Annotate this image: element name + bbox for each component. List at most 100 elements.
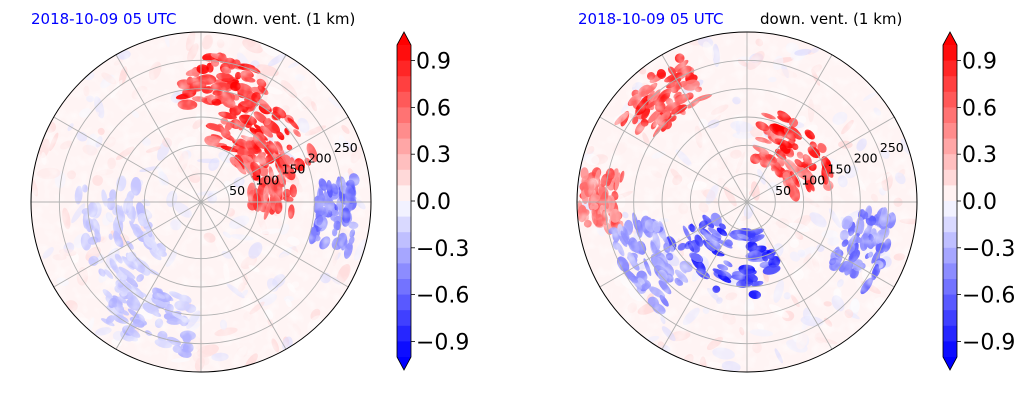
colorbar-band — [397, 185, 411, 202]
radial-tick-label: 250 — [880, 140, 904, 155]
colorbar-band — [943, 138, 957, 155]
azimuth-spoke — [661, 54, 748, 203]
colorbar-band — [397, 294, 411, 311]
colorbar-band — [943, 45, 957, 61]
panel-right-polar-plot — [577, 32, 917, 372]
panel-right-timestamp: 2018-10-09 05 UTC — [578, 10, 724, 28]
panel-right-colorbar: 0.9 0.6 0.3 0.0 −0.3 −0.6 −0.9 — [942, 31, 1015, 371]
panel-right-colorbar-bands — [942, 31, 958, 371]
colorbar-band — [943, 60, 957, 77]
azimuth-spoke — [115, 201, 202, 350]
colorbar-band — [943, 310, 957, 327]
colorbar-frame — [942, 31, 958, 371]
colorbar-band — [943, 279, 957, 295]
colorbar-band — [397, 138, 411, 155]
colorbar-tick-label: −0.9 — [416, 330, 469, 355]
radial-tick-label: 200 — [854, 151, 878, 166]
colorbar-band — [943, 232, 957, 249]
azimuth-spoke — [200, 201, 287, 350]
colorbar-tick-label: −0.3 — [416, 237, 469, 262]
colorbar-band — [397, 91, 411, 108]
colorbar-extend-max — [943, 32, 957, 45]
panel-left-colorbar: 0.9 0.6 0.3 0.0 −0.3 −0.6 −0.9 — [396, 31, 469, 371]
panel-left-timestamp: 2018-10-09 05 UTC — [31, 10, 177, 28]
colorbar-band — [943, 169, 957, 186]
colorbar-band — [943, 154, 957, 171]
azimuth-spoke — [746, 116, 895, 203]
azimuth-spoke — [746, 54, 833, 203]
colorbar-tick-label: 0.6 — [962, 96, 997, 121]
colorbar-band — [943, 76, 957, 93]
colorbar-tick-label: 0.3 — [416, 143, 451, 168]
radial-tick-label: 200 — [308, 151, 332, 166]
colorbar-band — [397, 201, 411, 217]
azimuth-spoke — [599, 201, 748, 288]
azimuth-spoke — [53, 116, 202, 203]
colorbar-band — [943, 325, 957, 342]
colorbar-band — [397, 154, 411, 171]
panel-left-variable-title: down. vent. (1 km) — [213, 10, 355, 28]
panel-right: 2018-10-09 05 UTC down. vent. (1 km) 50 1… — [576, 10, 1015, 373]
colorbar-tick-label: 0.0 — [962, 190, 997, 215]
azimuth-spoke — [599, 116, 748, 203]
colorbar-band — [397, 45, 411, 61]
colorbar-band — [943, 247, 957, 264]
colorbar-tick-label: 0.0 — [416, 190, 451, 215]
colorbar-band — [943, 107, 957, 124]
colorbar-band — [397, 263, 411, 280]
panel-right-colorbar-ticks: 0.9 0.6 0.3 0.0 −0.3 −0.6 −0.9 — [957, 50, 1015, 355]
colorbar-band — [397, 279, 411, 295]
azimuth-spoke — [746, 201, 895, 288]
colorbar-tick-label: 0.3 — [962, 143, 997, 168]
colorbar-extend-max — [397, 32, 411, 45]
radial-tick-label: 50 — [775, 183, 791, 198]
colorbar-band — [943, 294, 957, 311]
panel-left-grid — [31, 32, 371, 372]
azimuth-spoke — [200, 54, 287, 203]
panel-right-outline — [576, 31, 918, 373]
panel-left-colorbar-bands — [396, 31, 412, 371]
colorbar-band — [397, 123, 411, 139]
colorbar-band — [397, 60, 411, 77]
colorbar-band — [943, 216, 957, 233]
colorbar-band — [943, 123, 957, 139]
panel-left-polar-plot — [31, 32, 371, 372]
colorbar-tick-label: −0.6 — [962, 284, 1015, 309]
colorbar-band — [397, 76, 411, 93]
azimuth-spoke — [53, 201, 202, 288]
radial-tick-label: 50 — [229, 183, 245, 198]
panel-left-colorbar-ticks: 0.9 0.6 0.3 0.0 −0.3 −0.6 −0.9 — [411, 50, 469, 355]
azimuth-spoke — [200, 201, 349, 288]
panel-right-variable-title: down. vent. (1 km) — [760, 10, 902, 28]
colorbar-band — [943, 91, 957, 108]
colorbar-tick-label: −0.6 — [416, 284, 469, 309]
radial-tick-label: 100 — [801, 172, 825, 187]
colorbar-band — [943, 341, 957, 358]
colorbar-extend-min — [943, 357, 957, 370]
radial-tick-label: 150 — [282, 161, 306, 176]
colorbar-band — [397, 325, 411, 342]
panel-left-outline — [30, 31, 372, 373]
azimuth-spoke — [115, 54, 202, 203]
colorbar-band — [397, 107, 411, 124]
colorbar-tick-label: 0.9 — [416, 50, 451, 75]
colorbar-band — [397, 341, 411, 358]
colorbar-band — [943, 185, 957, 202]
colorbar-band — [397, 247, 411, 264]
azimuth-spoke — [200, 116, 349, 203]
colorbar-band — [943, 263, 957, 280]
colorbar-band — [397, 216, 411, 233]
radial-tick-label: 250 — [334, 140, 358, 155]
radial-tick-label: 150 — [828, 161, 852, 176]
azimuth-spoke — [746, 201, 833, 350]
radial-tick-label: 100 — [255, 172, 279, 187]
colorbar-band — [397, 310, 411, 327]
colorbar-extend-min — [397, 357, 411, 370]
panel-left: 2018-10-09 05 UTC down. vent. (1 km) 50 1… — [30, 10, 469, 373]
azimuth-spoke — [661, 201, 748, 350]
colorbar-frame — [396, 31, 412, 371]
colorbar-tick-label: −0.9 — [962, 330, 1015, 355]
colorbar-tick-label: 0.6 — [416, 96, 451, 121]
